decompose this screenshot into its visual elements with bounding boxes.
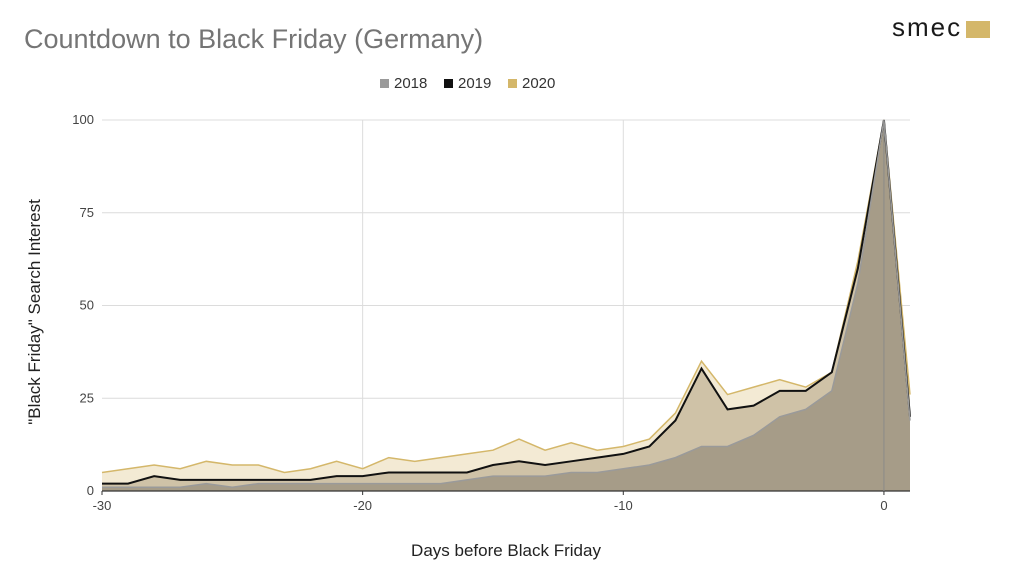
area-series-2019 <box>102 120 910 491</box>
y-tick-label-75: 75 <box>80 205 94 220</box>
chart-title: Countdown to Black Friday (Germany) <box>24 24 484 54</box>
brand-logo: smec <box>892 12 991 43</box>
chart-legend: 2018 2019 2020 <box>380 75 555 92</box>
y-tick-label-25: 25 <box>80 390 94 405</box>
x-tick-label--10: -10 <box>614 498 633 513</box>
x-axis-ticks: -30 -20 -10 0 <box>93 491 888 513</box>
chart-lines <box>101 119 911 489</box>
legend-label-2019: 2019 <box>458 75 491 92</box>
chart-axes <box>102 120 910 492</box>
legend-swatch-2018 <box>380 79 389 88</box>
y-axis-ticks: 0 25 50 75 100 <box>72 112 94 498</box>
area-series-2018 <box>102 120 910 491</box>
brand-logo-text: smec <box>892 12 963 42</box>
legend-swatch-2019 <box>444 79 453 88</box>
line-series-2020 <box>101 119 911 474</box>
chart-areas <box>102 120 910 491</box>
line-series-2019 <box>102 119 911 485</box>
x-axis-title: Days before Black Friday <box>411 541 601 560</box>
x-tick-label-0: 0 <box>880 498 887 513</box>
brand-logo-mark <box>966 21 991 38</box>
legend-label-2020: 2020 <box>522 75 555 92</box>
y-tick-label-50: 50 <box>80 298 94 313</box>
line-series-2018 <box>102 119 911 489</box>
legend-swatch-2020 <box>508 79 517 88</box>
y-tick-label-100: 100 <box>72 112 94 127</box>
legend-label-2018: 2018 <box>394 75 427 92</box>
x-tick-label--20: -20 <box>353 498 372 513</box>
y-tick-label-0: 0 <box>87 483 94 498</box>
x-tick-label--30: -30 <box>93 498 112 513</box>
y-axis-title: "Black Friday" Search Interest <box>25 199 44 425</box>
